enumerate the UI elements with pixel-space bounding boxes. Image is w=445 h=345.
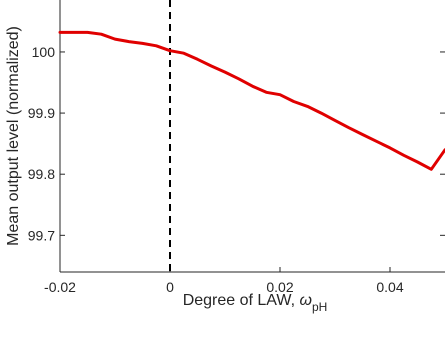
y-ticks: 99.7 99.8 99.9 100 (28, 44, 445, 243)
x-ticks: -0.02 0 0.02 0.04 (44, 267, 404, 295)
x-tick-label: -0.02 (44, 279, 76, 295)
y-tick-label: 99.7 (28, 227, 55, 243)
series-group (58, 30, 445, 171)
x-axis-label-symbol: ω (299, 292, 311, 309)
x-axis-label-subscript: pH (312, 300, 327, 314)
series-line-0 (58, 30, 445, 171)
y-axis-label: Mean output level (normalized) (5, 26, 22, 246)
x-axis-label: Degree of LAW, ωpH (183, 292, 328, 314)
y-tick-label: 99.8 (28, 166, 55, 182)
x-axis-label-text: Degree of LAW, (183, 292, 300, 309)
x-tick-label: 0 (166, 279, 174, 295)
y-tick-label: 99.9 (28, 105, 55, 121)
x-tick-label: 0.04 (376, 279, 403, 295)
x-tick-label: 0.02 (266, 279, 293, 295)
plot-area (60, 0, 445, 272)
y-tick-label: 100 (32, 44, 56, 60)
